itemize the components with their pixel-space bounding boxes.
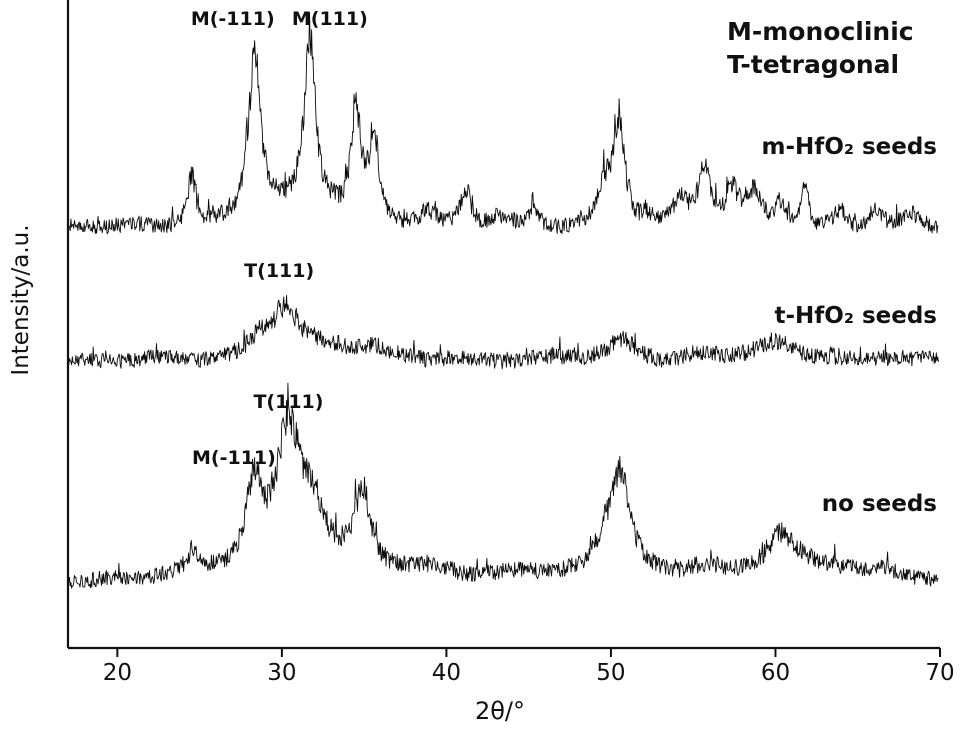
series-label-m-hfo2-seeds: m-HfO₂ seeds [761,134,937,160]
peak-annotation-4-m-111: M(-111) [191,447,276,469]
xrd-trace-m-hfo2-seeds [68,11,939,235]
x-tick-label-40: 40 [431,660,462,686]
legend-line-tetragonal: T-tetragonal [727,49,900,79]
x-tick-label-30: 30 [267,660,297,686]
x-tick-label-60: 60 [760,660,791,686]
series-label-t-hfo2-seeds: t-HfO₂ seeds [774,303,937,329]
xrd-trace-t-hfo2-seeds [68,295,939,370]
peak-annotation-0-m-111: M(-111) [190,8,275,30]
xrd-trace-no-seeds [68,382,939,589]
x-tick-label-70: 70 [925,660,955,686]
series-label-no-seeds: no seeds [821,491,937,517]
x-tick-label-20: 20 [102,660,132,686]
peak-annotation-3-t111: T(111) [253,391,324,413]
peak-annotation-2-t111: T(111) [244,260,315,282]
phase-legend: M-monoclinic T-tetragonal [727,16,914,81]
peak-annotation-1-m111: M(111) [291,8,368,30]
x-tick-label-50: 50 [596,660,626,686]
legend-line-monoclinic: M-monoclinic [727,17,914,46]
x-axis-label: 2θ/° [474,697,526,725]
y-axis-label: Intensity/a.u. [8,224,34,376]
